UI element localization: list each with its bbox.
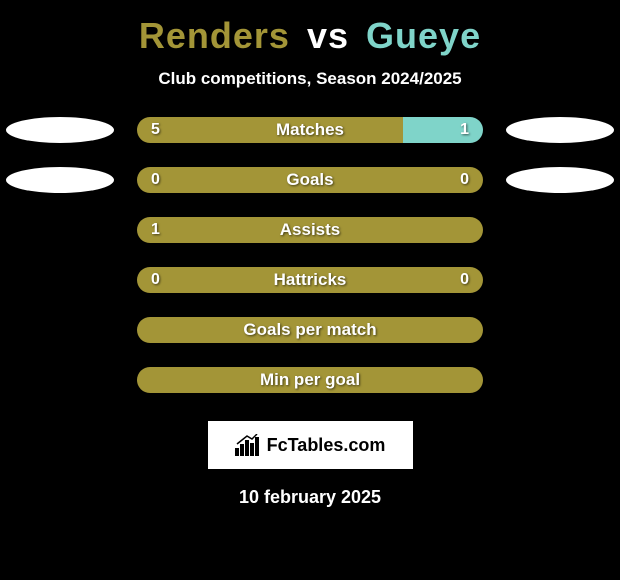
- stat-row: Matches 5 1: [0, 117, 620, 143]
- bars-icon: [235, 434, 261, 456]
- player-left-marker: [6, 167, 114, 193]
- bar-segment-right: [403, 117, 483, 143]
- stat-value-left: 0: [151, 271, 160, 289]
- player-right-marker: [506, 117, 614, 143]
- stats-area: Matches51Goals00Assists1Hattricks00Goals…: [0, 117, 620, 393]
- stat-value-left: 0: [151, 171, 160, 189]
- stat-bar: Hattricks 0 0: [137, 267, 483, 293]
- title-vs: vs: [307, 15, 349, 56]
- footer-date: 10 february 2025: [239, 487, 381, 508]
- stat-bar: Matches 5 1: [137, 117, 483, 143]
- stat-value-right: 0: [460, 171, 469, 189]
- stat-label: Assists: [280, 220, 340, 240]
- subtitle: Club competitions, Season 2024/2025: [158, 69, 461, 89]
- stat-row: Hattricks 0 0: [0, 267, 620, 293]
- stat-value-right: 1: [460, 121, 469, 139]
- stat-value-left: 5: [151, 121, 160, 139]
- bar-segment-left: [137, 117, 403, 143]
- title-player-right: Gueye: [366, 15, 481, 56]
- stat-bar: Assists 1: [137, 217, 483, 243]
- brand-text: FcTables.com: [267, 435, 386, 456]
- page-title: Renders vs Gueye: [139, 15, 481, 57]
- stat-bar: Goals per match: [137, 317, 483, 343]
- stat-label: Min per goal: [260, 370, 360, 390]
- stat-label: Goals per match: [243, 320, 376, 340]
- stat-bar: Min per goal: [137, 367, 483, 393]
- player-left-marker: [6, 117, 114, 143]
- stat-label: Goals: [286, 170, 333, 190]
- stat-value-left: 1: [151, 221, 160, 239]
- title-player-left: Renders: [139, 15, 290, 56]
- stat-label: Matches: [276, 120, 344, 140]
- stat-row: Goals 0 0: [0, 167, 620, 193]
- player-right-marker: [506, 167, 614, 193]
- stat-bar: Goals 0 0: [137, 167, 483, 193]
- stat-row: Min per goal: [0, 367, 620, 393]
- brand-badge: FcTables.com: [208, 421, 413, 469]
- stat-label: Hattricks: [274, 270, 347, 290]
- comparison-card: Renders vs Gueye Club competitions, Seas…: [0, 0, 620, 518]
- stat-row: Assists 1: [0, 217, 620, 243]
- stat-row: Goals per match: [0, 317, 620, 343]
- stat-value-right: 0: [460, 271, 469, 289]
